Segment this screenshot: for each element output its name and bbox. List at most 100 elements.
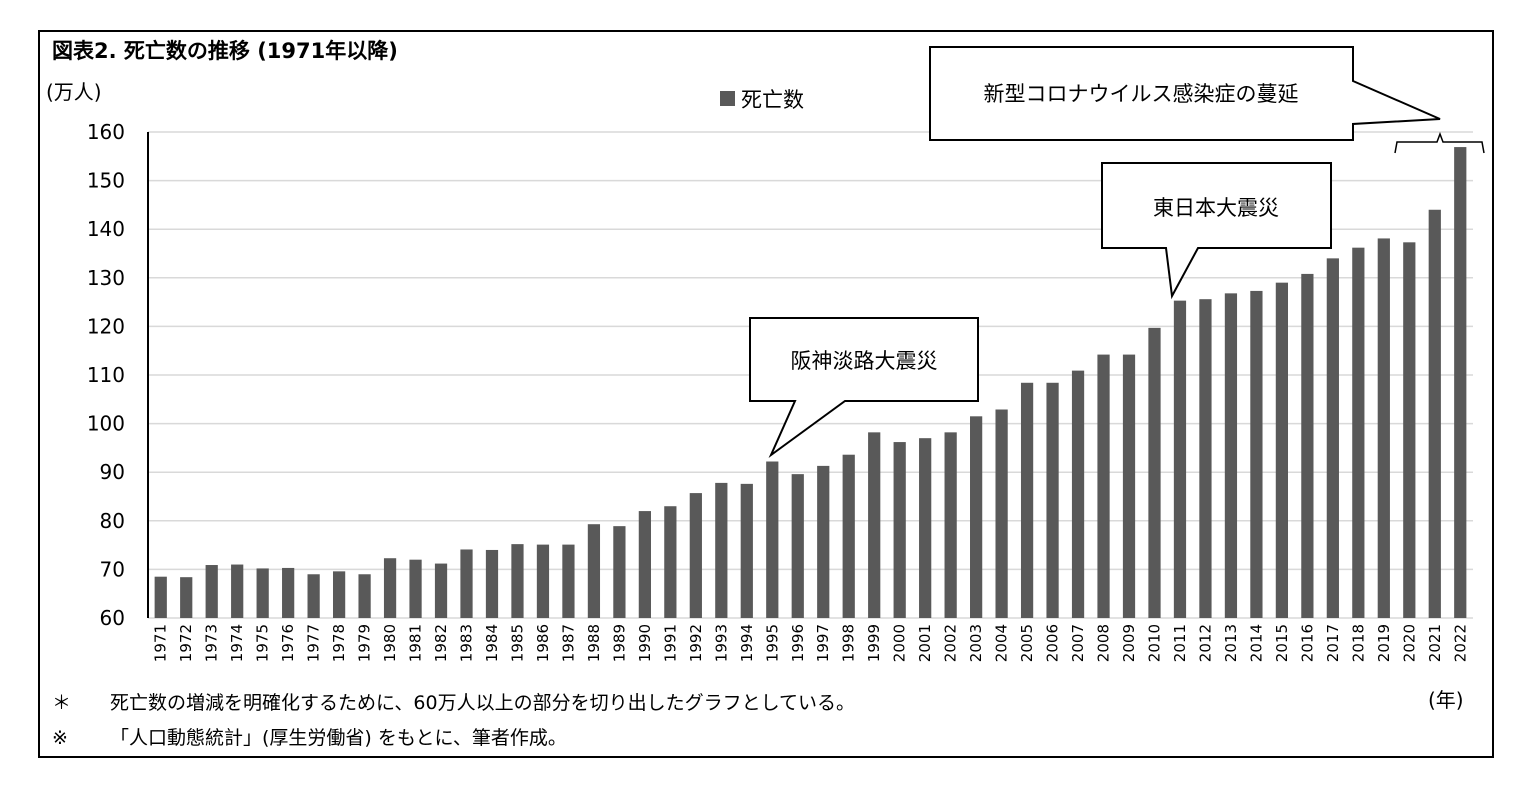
- callout-tohoku: 東日本大震災: [1101, 162, 1332, 300]
- bar-1997: [817, 465, 830, 618]
- bar-2005: [1020, 382, 1034, 618]
- covid-period-brace: [1394, 131, 1485, 154]
- x-tick-label: 1988: [585, 624, 603, 662]
- callout-tohoku-text: 東日本大震災: [1153, 196, 1279, 220]
- bar-1985: [511, 544, 524, 618]
- bar-1971: [154, 576, 167, 618]
- bar-2019: [1377, 238, 1390, 618]
- x-tick-label: 1982: [432, 624, 450, 662]
- x-tick-label: 1997: [814, 624, 832, 662]
- bar-1995: [766, 461, 779, 618]
- bar-1978: [332, 571, 346, 618]
- x-tick-label: 2001: [916, 624, 934, 662]
- bar-1993: [715, 482, 728, 618]
- y-tick-label: 130: [87, 266, 125, 290]
- bar-1994: [740, 483, 753, 618]
- bar-2017: [1326, 258, 1339, 618]
- x-tick-label: 2011: [1171, 624, 1189, 662]
- x-tick-label: 1972: [177, 624, 195, 662]
- callout-covid-text: 新型コロナウイルス感染症の蔓延: [984, 82, 1299, 106]
- x-tick-label: 2009: [1120, 624, 1138, 662]
- x-axis-ticks: 1971 1972 1973 1974 1975 1976 1977 1978 1979 1980…: [152, 624, 1470, 662]
- bar-2001: [919, 438, 932, 618]
- bar-1989: [613, 526, 626, 618]
- x-tick-label: 2006: [1044, 624, 1062, 662]
- x-tick-label: 1992: [687, 624, 705, 662]
- bars-layer: [154, 147, 1467, 619]
- bar-1999: [868, 432, 881, 618]
- x-tick-label: 2010: [1145, 624, 1163, 662]
- bar-1972: [180, 577, 193, 618]
- x-tick-label: 2014: [1247, 624, 1265, 662]
- bar-1996: [791, 474, 804, 618]
- bar-2004: [995, 409, 1008, 618]
- x-tick-label: 2017: [1324, 624, 1342, 662]
- bar-2009: [1122, 354, 1136, 618]
- x-tick-label: 2019: [1375, 624, 1393, 662]
- x-tick-label: 2020: [1400, 624, 1418, 662]
- x-tick-label: 1991: [661, 624, 679, 662]
- bar-1988: [587, 524, 601, 618]
- legend-swatch: [720, 91, 735, 106]
- x-tick-label: 2018: [1349, 624, 1367, 662]
- x-tick-label: 1985: [508, 624, 526, 662]
- x-tick-label: 1981: [407, 624, 425, 662]
- x-tick-label: 2003: [967, 624, 985, 662]
- callout-hanshin-text: 阪神淡路大震災: [791, 349, 938, 373]
- bar-1975: [256, 568, 269, 618]
- bar-1983: [460, 549, 473, 618]
- x-tick-label: 2016: [1298, 624, 1316, 662]
- x-tick-label: 1971: [152, 624, 170, 662]
- bar-2015: [1275, 282, 1289, 618]
- bar-2012: [1199, 299, 1212, 618]
- bar-1981: [409, 559, 422, 618]
- x-tick-label: 1990: [636, 624, 654, 662]
- bar-1984: [485, 549, 499, 618]
- bar-2016: [1301, 273, 1314, 618]
- y-tick-label: 120: [87, 314, 125, 338]
- note-2-mark: ※: [52, 727, 68, 749]
- bar-1992: [689, 493, 702, 618]
- x-tick-label: 1998: [840, 624, 858, 662]
- y-tick-label: 110: [87, 363, 125, 387]
- bar-1980: [383, 558, 397, 618]
- x-tick-label: 2015: [1273, 624, 1291, 662]
- bar-2011: [1173, 300, 1187, 618]
- x-tick-label: 1984: [483, 624, 501, 662]
- x-tick-label: 1976: [279, 624, 297, 662]
- y-tick-label: 90: [100, 460, 125, 484]
- chart-frame: [38, 30, 1494, 758]
- x-tick-label: 2005: [1018, 624, 1036, 662]
- x-tick-label: 2012: [1196, 624, 1214, 662]
- bar-1979: [358, 574, 371, 618]
- bar-2021: [1428, 209, 1441, 618]
- bar-1987: [562, 544, 575, 618]
- x-tick-label: 1977: [305, 624, 323, 662]
- bar-1976: [282, 567, 295, 618]
- callout-covid: 新型コロナウイルス感染症の蔓延: [929, 46, 1485, 154]
- x-unit-label: (年): [1428, 688, 1464, 712]
- bar-2018: [1352, 247, 1365, 618]
- x-tick-label: 1994: [738, 624, 756, 662]
- x-tick-label: 2022: [1451, 624, 1469, 662]
- x-tick-label: 1993: [712, 624, 730, 662]
- bar-1990: [638, 511, 651, 618]
- x-tick-label: 2008: [1095, 624, 1113, 662]
- x-tick-label: 1973: [203, 624, 221, 662]
- x-tick-label: 1987: [559, 624, 577, 662]
- bar-2000: [893, 442, 906, 618]
- x-tick-label: 2013: [1222, 624, 1240, 662]
- y-tick-label: 70: [100, 557, 125, 581]
- bar-1974: [231, 564, 244, 618]
- y-axis-ticks: 60 70 80 90 100 110 120 130 140 150 160: [87, 120, 125, 630]
- bar-2008: [1097, 354, 1110, 618]
- chart-title: 図表2. 死亡数の推移 (1971年以降): [52, 39, 398, 63]
- y-tick-label: 60: [100, 606, 125, 630]
- x-tick-label: 1996: [789, 624, 807, 662]
- y-tick-label: 160: [87, 120, 125, 144]
- note-1-text: 死亡数の増減を明確化するために、60万人以上の部分を切り出したグラフとしている。: [110, 692, 855, 714]
- x-tick-label: 1986: [534, 624, 552, 662]
- y-tick-label: 150: [87, 169, 125, 193]
- bar-2010: [1148, 327, 1161, 618]
